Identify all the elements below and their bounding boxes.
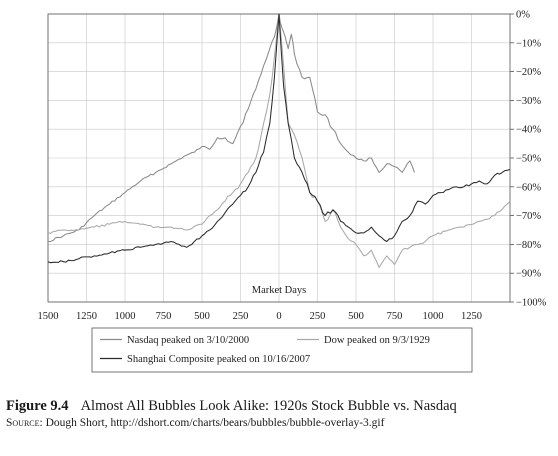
x-tick-label: 1000	[423, 311, 444, 322]
source-label: Source:	[6, 417, 43, 429]
x-tick-label: 500	[348, 311, 364, 322]
x-tick-label: 1250	[461, 311, 482, 322]
x-tick-label: 1500	[38, 311, 59, 322]
legend-entry-nasdaq: Nasdaq peaked on 3/10/2000	[127, 335, 249, 346]
x-tick-label: 750	[156, 311, 172, 322]
series-line-2	[47, 13, 511, 264]
figure-title: Almost All Bubbles Look Alike: 1920s Sto…	[80, 398, 457, 414]
legend-box	[91, 327, 473, 373]
figure-caption: Figure 9.4 Almost All Bubbles Look Alike:…	[6, 398, 556, 429]
bubble-overlay-chart: 0% −10% −20% −30% −40% −50% −60% −70% −80% −90% −1…	[38, 10, 547, 373]
legend-entry-dow: Dow peaked on 9/3/1929	[324, 335, 430, 346]
y-tick-label: −40%	[516, 125, 541, 136]
y-tick-label: −50%	[516, 154, 541, 165]
y-tick-label: −90%	[516, 269, 541, 280]
x-tick-label: 0	[276, 311, 281, 322]
figure-title-line: Figure 9.4 Almost All Bubbles Look Alike:…	[6, 398, 556, 415]
x-axis-tick-labels: 1500 1250 1000 750 500 250 0 250 500 750 1000 1250	[38, 311, 483, 322]
figure-number: Figure 9.4	[6, 398, 69, 414]
x-tick-label: 750	[387, 311, 403, 322]
x-tick-label: 1250	[76, 311, 97, 322]
x-tick-label: 500	[194, 311, 210, 322]
y-tick-label: 0%	[516, 10, 530, 21]
legend-entry-shanghai: Shanghai Composite peaked on 10/16/2007	[127, 354, 310, 365]
series-line-0	[47, 13, 415, 243]
y-tick-label: −80%	[516, 240, 541, 251]
series-lines	[47, 13, 511, 268]
x-tick-label: 250	[233, 311, 249, 322]
y-tick-label: −20%	[516, 67, 541, 78]
y-axis-tick-labels: 0% −10% −20% −30% −40% −50% −60% −70% −80% −90% −1…	[510, 10, 547, 309]
y-tick-label: −10%	[516, 38, 541, 49]
x-tick-label: 250	[310, 311, 326, 322]
x-tick-label: 1000	[115, 311, 136, 322]
y-tick-label: −70%	[516, 211, 541, 222]
y-tick-label: −30%	[516, 96, 541, 107]
y-tick-label: −100%	[516, 298, 547, 309]
market-days-annotation: Market Days	[252, 285, 307, 296]
y-tick-label: −60%	[516, 182, 541, 193]
source-line: Source: Dough Short, http://dshort.com/c…	[6, 417, 556, 429]
source-text: Dough Short, http://dshort.com/charts/be…	[45, 417, 385, 429]
legend: Nasdaq peaked on 3/10/2000 Dow peaked on…	[91, 327, 473, 373]
grid	[47, 13, 510, 303]
